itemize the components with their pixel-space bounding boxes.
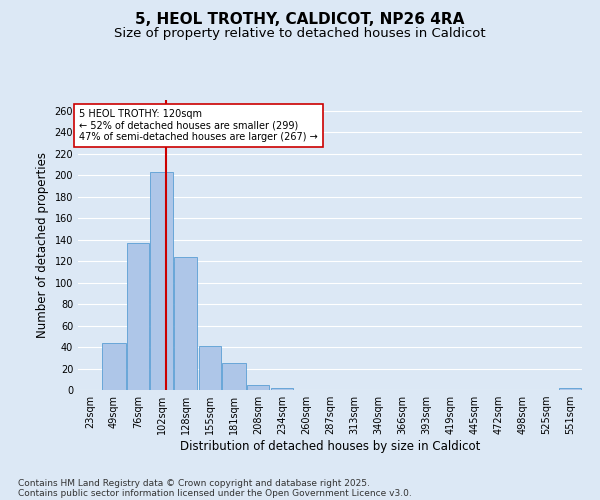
X-axis label: Distribution of detached houses by size in Caldicot: Distribution of detached houses by size …	[180, 440, 480, 453]
Bar	[271, 388, 293, 390]
Text: Contains HM Land Registry data © Crown copyright and database right 2025.: Contains HM Land Registry data © Crown c…	[18, 478, 370, 488]
Bar	[127, 243, 149, 390]
Text: 5 HEOL TROTHY: 120sqm
← 52% of detached houses are smaller (299)
47% of semi-det: 5 HEOL TROTHY: 120sqm ← 52% of detached …	[79, 108, 317, 142]
Text: 5, HEOL TROTHY, CALDICOT, NP26 4RA: 5, HEOL TROTHY, CALDICOT, NP26 4RA	[136, 12, 464, 28]
Bar	[151, 172, 173, 390]
Text: Contains public sector information licensed under the Open Government Licence v3: Contains public sector information licen…	[18, 488, 412, 498]
Y-axis label: Number of detached properties: Number of detached properties	[36, 152, 49, 338]
Bar	[223, 363, 245, 390]
Bar	[174, 257, 197, 390]
Bar	[247, 384, 269, 390]
Bar	[559, 388, 581, 390]
Bar	[199, 346, 221, 390]
Bar	[102, 342, 125, 390]
Text: Size of property relative to detached houses in Caldicot: Size of property relative to detached ho…	[114, 28, 486, 40]
